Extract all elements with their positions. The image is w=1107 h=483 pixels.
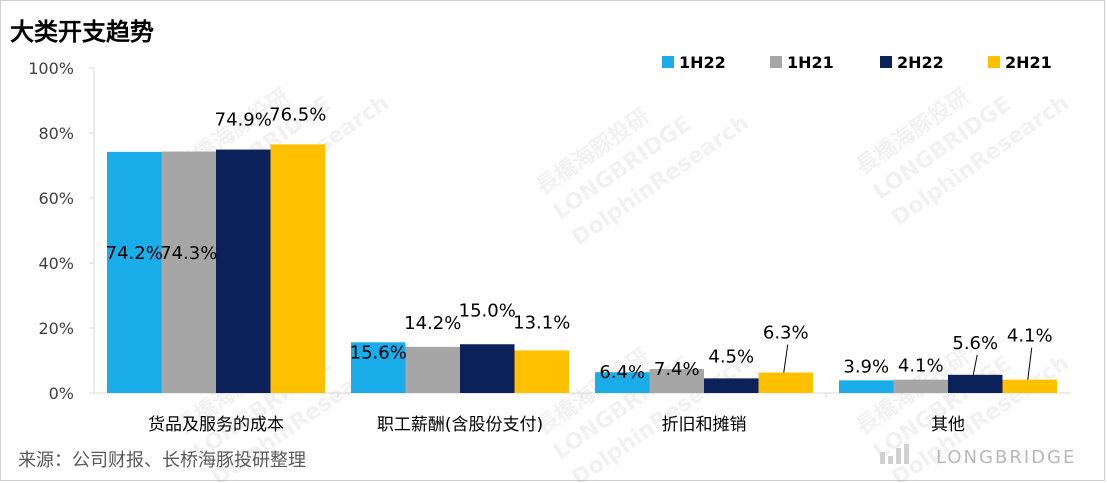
- data-label-1H22-3: 3.9%: [843, 356, 889, 377]
- legend-label-1H22: 1H22: [679, 53, 726, 72]
- bar-2H22-3: [948, 374, 1003, 393]
- brand-logo: LONGBRIDGE: [880, 444, 1076, 468]
- data-label-1H21-3: 4.1%: [898, 356, 944, 377]
- data-label-2H21-0: 76.5%: [269, 104, 326, 125]
- legend-label-2H22: 2H22: [897, 53, 944, 72]
- legend-swatch-2H21: [988, 56, 1000, 68]
- bar-2H21-2: [758, 372, 813, 393]
- data-label-1H22-0: 74.2%: [106, 243, 163, 264]
- data-label-2H21-2: 6.3%: [763, 323, 809, 344]
- source-note: 来源：公司财报、长桥海豚投研整理: [18, 450, 306, 471]
- brand-logo-bar-4: [904, 444, 909, 464]
- data-label-2H21-1: 13.1%: [513, 312, 570, 333]
- data-label-1H21-2: 7.4%: [654, 359, 700, 380]
- data-label-1H22-2: 6.4%: [599, 362, 645, 383]
- bar-2H21-0: [270, 144, 325, 393]
- data-label-2H22-0: 74.9%: [215, 110, 272, 131]
- bar-2H22-0: [216, 149, 271, 393]
- data-label-2H22-1: 15.0%: [459, 300, 516, 321]
- bar-1H22-2: [595, 372, 650, 393]
- y-tick-label: 40%: [38, 254, 74, 273]
- y-tick-label: 60%: [38, 189, 74, 208]
- bar-1H22-3: [839, 380, 894, 393]
- brand-logo-bar-2: [888, 456, 893, 464]
- y-tick-label: 80%: [38, 124, 74, 143]
- brand-text: LONGBRIDGE: [936, 447, 1076, 468]
- data-label-leader: [972, 354, 978, 375]
- bars: [107, 144, 1057, 393]
- legend-label-1H21: 1H21: [787, 53, 834, 72]
- bar-1H22-1: [351, 342, 406, 393]
- bar-1H21-2: [649, 368, 704, 393]
- bar-2H21-3: [1002, 379, 1057, 393]
- x-category-label: 职工薪酬(含股份支付): [377, 415, 543, 435]
- bar-1H22-0: [107, 151, 162, 393]
- legend: 1H22 1H21 2H22 2H21: [662, 53, 1052, 72]
- legend-swatch-1H21: [770, 56, 782, 68]
- y-tick-label: 20%: [38, 319, 74, 338]
- y-axis-ticks: 0% 20% 40% 60% 80% 100%: [28, 59, 94, 403]
- y-tick-label: 0%: [49, 384, 74, 403]
- brand-logo-bar-1: [880, 452, 885, 464]
- data-label-1H21-0: 74.3%: [160, 243, 217, 264]
- x-category-label: 其他: [931, 415, 965, 435]
- data-label-1H22-1: 15.6%: [350, 342, 407, 363]
- data-label-leader: [1027, 347, 1033, 380]
- legend-swatch-2H22: [880, 56, 892, 68]
- legend-label-2H21: 2H21: [1005, 53, 1052, 72]
- data-label-2H22-3: 5.6%: [952, 333, 998, 354]
- data-labels: 74.2%74.3% 74.9%76.5% 15.6% 14.2%15.0%13.1%…: [106, 104, 1053, 383]
- bar-2H21-1: [514, 350, 569, 393]
- bar-1H21-0: [161, 151, 216, 393]
- data-label-leader: [783, 344, 789, 373]
- bar-1H21-3: [893, 379, 948, 393]
- x-category-label: 折旧和摊销: [662, 415, 747, 435]
- x-category-label: 货品及服务的成本: [148, 415, 284, 435]
- data-label-1H21-1: 14.2%: [404, 313, 461, 334]
- data-label-2H21-3: 4.1%: [1007, 326, 1053, 347]
- bar-2H22-2: [704, 378, 759, 393]
- bar-2H22-1: [460, 344, 515, 393]
- x-axis-ticks: 货品及服务的成本 职工薪酬(含股份支付) 折旧和摊销 其他: [148, 393, 965, 435]
- y-tick-label: 100%: [28, 59, 74, 78]
- bar-1H21-1: [405, 346, 460, 393]
- brand-logo-bar-3: [896, 448, 901, 464]
- legend-swatch-1H22: [662, 56, 674, 68]
- data-label-2H22-2: 4.5%: [708, 346, 754, 367]
- chart-title: 大类开支趋势: [10, 18, 154, 46]
